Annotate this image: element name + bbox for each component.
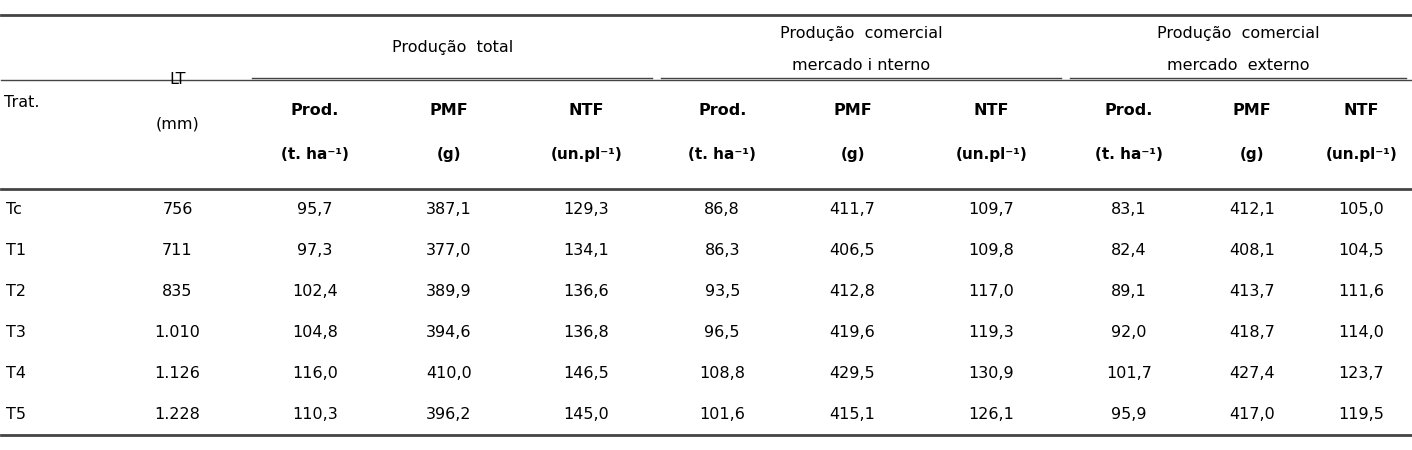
Text: Prod.: Prod.	[1104, 103, 1154, 117]
Text: 114,0: 114,0	[1339, 325, 1384, 340]
Text: (t. ha⁻¹): (t. ha⁻¹)	[281, 147, 349, 162]
Text: 101,7: 101,7	[1106, 366, 1152, 381]
Text: T1: T1	[6, 243, 25, 258]
Text: 835: 835	[162, 284, 192, 299]
Text: 134,1: 134,1	[563, 243, 609, 258]
Text: 123,7: 123,7	[1339, 366, 1384, 381]
Text: NTF: NTF	[974, 103, 1010, 117]
Text: 119,3: 119,3	[969, 325, 1014, 340]
Text: 396,2: 396,2	[426, 407, 472, 422]
Text: 419,6: 419,6	[830, 325, 875, 340]
Text: PMF: PMF	[833, 103, 873, 117]
Text: 95,9: 95,9	[1111, 407, 1147, 422]
Text: 387,1: 387,1	[426, 202, 472, 217]
Text: Tc: Tc	[6, 202, 21, 217]
Text: 102,4: 102,4	[292, 284, 337, 299]
Text: 109,8: 109,8	[969, 243, 1014, 258]
Text: (un.pl⁻¹): (un.pl⁻¹)	[956, 147, 1028, 162]
Text: 117,0: 117,0	[969, 284, 1014, 299]
Text: Produção  total: Produção total	[391, 40, 513, 55]
Text: 411,7: 411,7	[830, 202, 875, 217]
Text: T3: T3	[6, 325, 25, 340]
Text: 111,6: 111,6	[1339, 284, 1384, 299]
Text: (mm): (mm)	[155, 117, 199, 132]
Text: 89,1: 89,1	[1111, 284, 1147, 299]
Text: 110,3: 110,3	[292, 407, 337, 422]
Text: (g): (g)	[436, 147, 462, 162]
Text: 377,0: 377,0	[426, 243, 472, 258]
Text: 1.228: 1.228	[154, 407, 201, 422]
Text: 410,0: 410,0	[426, 366, 472, 381]
Text: 389,9: 389,9	[426, 284, 472, 299]
Text: mercado  externo: mercado externo	[1166, 58, 1309, 73]
Text: Prod.: Prod.	[291, 103, 339, 117]
Text: 97,3: 97,3	[298, 243, 333, 258]
Text: 95,7: 95,7	[297, 202, 333, 217]
Text: (un.pl⁻¹): (un.pl⁻¹)	[551, 147, 623, 162]
Text: 394,6: 394,6	[426, 325, 472, 340]
Text: 126,1: 126,1	[969, 407, 1014, 422]
Text: 116,0: 116,0	[292, 366, 337, 381]
Text: 104,5: 104,5	[1339, 243, 1384, 258]
Text: 417,0: 417,0	[1230, 407, 1275, 422]
Text: (g): (g)	[840, 147, 864, 162]
Text: 92,0: 92,0	[1111, 325, 1147, 340]
Text: 145,0: 145,0	[563, 407, 609, 422]
Text: T5: T5	[6, 407, 25, 422]
Text: 146,5: 146,5	[563, 366, 609, 381]
Text: (t. ha⁻¹): (t. ha⁻¹)	[1094, 147, 1162, 162]
Text: 412,1: 412,1	[1228, 202, 1275, 217]
Text: 83,1: 83,1	[1111, 202, 1147, 217]
Text: (t. ha⁻¹): (t. ha⁻¹)	[688, 147, 757, 162]
Text: mercado i nterno: mercado i nterno	[792, 58, 931, 73]
Text: 756: 756	[162, 202, 192, 217]
Text: 413,7: 413,7	[1230, 284, 1275, 299]
Text: 1.010: 1.010	[154, 325, 201, 340]
Text: 119,5: 119,5	[1339, 407, 1384, 422]
Text: 104,8: 104,8	[292, 325, 337, 340]
Text: Trat.: Trat.	[4, 94, 40, 109]
Text: 129,3: 129,3	[563, 202, 609, 217]
Text: 415,1: 415,1	[830, 407, 875, 422]
Text: (un.pl⁻¹): (un.pl⁻¹)	[1326, 147, 1396, 162]
Text: Produção  comercial: Produção comercial	[1156, 27, 1319, 41]
Text: Produção  comercial: Produção comercial	[779, 27, 942, 41]
Text: (g): (g)	[1240, 147, 1264, 162]
Text: T2: T2	[6, 284, 25, 299]
Text: 1.126: 1.126	[154, 366, 201, 381]
Text: PMF: PMF	[429, 103, 469, 117]
Text: 406,5: 406,5	[830, 243, 875, 258]
Text: 711: 711	[162, 243, 193, 258]
Text: NTF: NTF	[1344, 103, 1380, 117]
Text: 408,1: 408,1	[1228, 243, 1275, 258]
Text: 86,3: 86,3	[705, 243, 740, 258]
Text: 427,4: 427,4	[1230, 366, 1275, 381]
Text: 412,8: 412,8	[830, 284, 875, 299]
Text: 105,0: 105,0	[1339, 202, 1384, 217]
Text: 130,9: 130,9	[969, 366, 1014, 381]
Text: 136,6: 136,6	[563, 284, 609, 299]
Text: 93,5: 93,5	[705, 284, 740, 299]
Text: 82,4: 82,4	[1111, 243, 1147, 258]
Text: 109,7: 109,7	[969, 202, 1014, 217]
Text: LT: LT	[169, 72, 186, 87]
Text: PMF: PMF	[1233, 103, 1271, 117]
Text: T4: T4	[6, 366, 25, 381]
Text: Prod.: Prod.	[698, 103, 747, 117]
Text: NTF: NTF	[569, 103, 604, 117]
Text: 86,8: 86,8	[705, 202, 740, 217]
Text: 418,7: 418,7	[1228, 325, 1275, 340]
Text: 108,8: 108,8	[699, 366, 746, 381]
Text: 136,8: 136,8	[563, 325, 609, 340]
Text: 96,5: 96,5	[705, 325, 740, 340]
Text: 429,5: 429,5	[830, 366, 875, 381]
Text: 101,6: 101,6	[699, 407, 746, 422]
